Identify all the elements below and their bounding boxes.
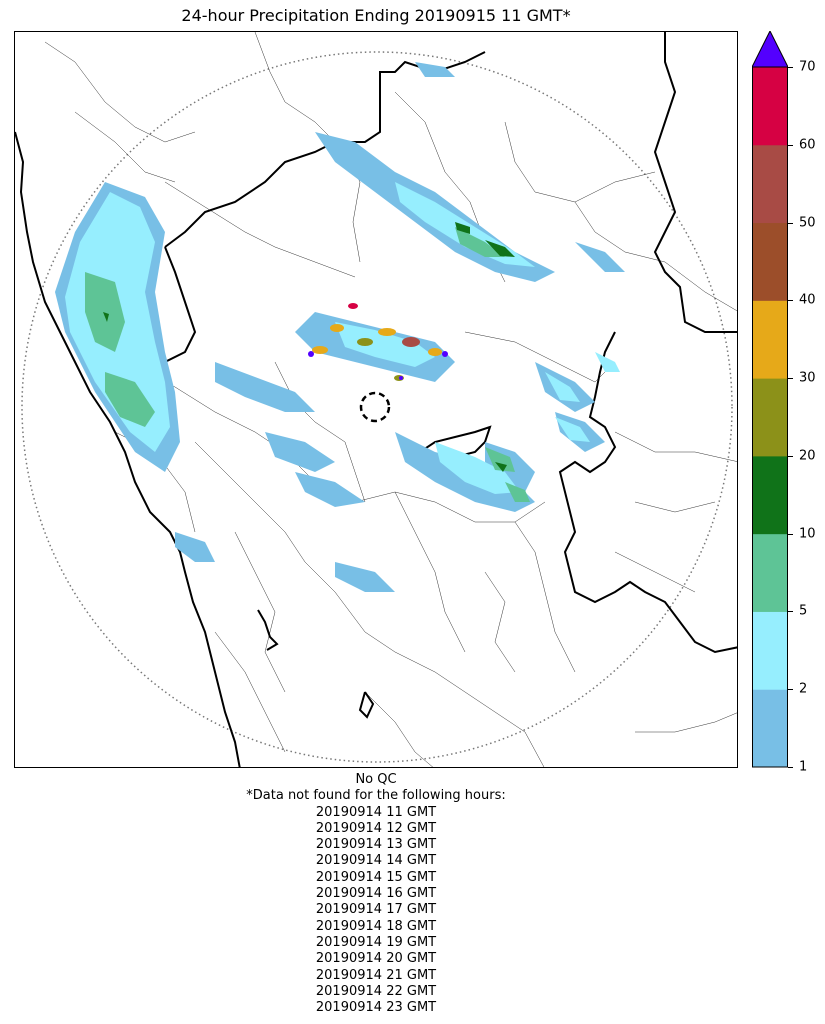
radar-range-circle	[21, 51, 733, 763]
colorbar-tick-mark	[788, 378, 793, 380]
colorbar-tick-label: 5	[799, 603, 808, 619]
colorbar-bin	[752, 611, 788, 690]
missing-hour-item: 20190914 20 GMT	[315, 951, 437, 967]
colorbar-tick-mark	[788, 67, 793, 68]
colorbar-tick-label: 20	[799, 448, 816, 464]
colorbar-tick-mark	[788, 611, 793, 613]
map-title: 24-hour Precipitation Ending 20190915 11…	[181, 6, 571, 25]
colorbar-extend-triangle	[752, 31, 788, 68]
colorbar-tick-mark	[788, 222, 793, 224]
qc-status: No QC	[355, 772, 397, 787]
missing-hours-list: 20190914 11 GMT 20190914 12 GMT 20190914 1…	[14, 805, 738, 1017]
colorbar-tick-label: 50	[799, 215, 816, 231]
missing-hour-item: 20190914 16 GMT	[315, 886, 437, 902]
colorbar-bin	[752, 300, 788, 379]
missing-hour-item: 20190914 14 GMT	[315, 853, 437, 869]
radar-site-marker	[359, 391, 391, 423]
missing-hour-item: 20190914 12 GMT	[315, 820, 437, 836]
missing-hour-item: 20190914 21 GMT	[315, 967, 437, 983]
colorbar-tick-label: 40	[799, 292, 816, 308]
colorbar-tick-label: 10	[799, 526, 816, 542]
colorbar-tick-mark	[788, 144, 793, 146]
colorbar-tick-label: 1	[799, 759, 808, 775]
colorbar-bin	[752, 144, 788, 224]
missing-hour-item: 20190914 13 GMT	[315, 837, 437, 853]
missing-hour-item: 20190914 15 GMT	[315, 869, 437, 885]
precip-intense-cells	[308, 303, 448, 381]
colorbar-bin	[752, 455, 788, 535]
colorbar-tick-label: 30	[799, 370, 816, 386]
map-canvas	[15, 32, 737, 767]
colorbar-tick-mark	[788, 767, 793, 768]
colorbar-tick-mark	[788, 689, 793, 691]
colorbar-bin	[752, 378, 788, 457]
colorbar-bin	[752, 533, 788, 612]
colorbar-bins	[752, 67, 788, 768]
precip-10-20	[103, 222, 515, 472]
colorbar-bin	[752, 689, 788, 768]
precip-5-10	[85, 227, 530, 502]
missing-hour-item: 20190914 11 GMT	[315, 804, 437, 820]
colorbar-tick-mark	[788, 300, 793, 302]
missing-hour-item: 20190914 19 GMT	[315, 934, 437, 950]
colorbar-tick-mark	[788, 533, 793, 535]
missing-data-header: *Data not found for the following hours:	[246, 788, 506, 804]
colorbar-tick-label: 2	[799, 681, 808, 697]
colorbar-tick-label: 60	[799, 137, 816, 153]
colorbar-bin	[752, 67, 788, 146]
missing-hour-item: 20190914 17 GMT	[315, 902, 437, 918]
colorbar-tick-label: 70	[799, 59, 816, 75]
colorbar-tick-mark	[788, 455, 793, 457]
radar-map	[14, 31, 738, 768]
footer-notes: No QC *Data not found for the following …	[14, 772, 738, 1016]
missing-hour-item: 20190914 23 GMT	[315, 1000, 437, 1016]
colorbar-bin	[752, 222, 788, 301]
missing-hour-item: 20190914 22 GMT	[315, 983, 437, 999]
colorbar	[752, 31, 788, 768]
missing-hour-item: 20190914 18 GMT	[315, 918, 437, 934]
